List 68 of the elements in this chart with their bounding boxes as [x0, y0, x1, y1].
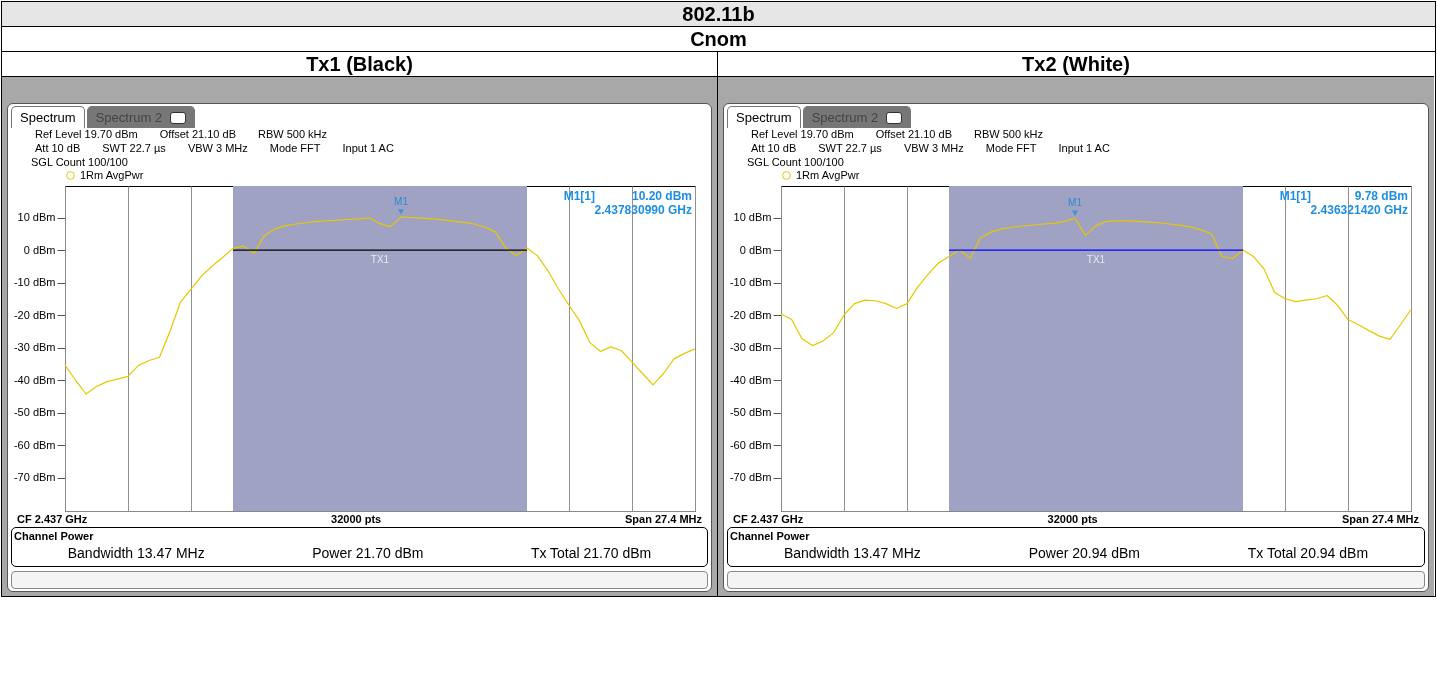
text: SGL Count 100/100 [31, 156, 128, 170]
text: Spectrum [20, 110, 76, 125]
annotation: 9.78 dBm [1354, 189, 1408, 203]
text: Bandwidth 13.47 MHz [783, 545, 921, 561]
text: Input 1 AC [342, 142, 394, 156]
text: VBW 3 MHz [903, 142, 964, 156]
text: 802.11b [2, 2, 1435, 27]
annotation: TX1 [1086, 254, 1106, 266]
legend-label: 1Rm AvgPwr [80, 168, 144, 181]
text: Mode FFT [985, 142, 1037, 156]
text: Tx Total 21.70 dBm [530, 545, 652, 561]
text: RBW 500 kHz [973, 128, 1044, 142]
annotation: 10.20 dBm [631, 189, 692, 203]
y-tick-label: -20 dBm [729, 308, 772, 321]
chart-title: Tx2 (White) [718, 52, 1434, 77]
text: 32000 pts [331, 513, 382, 525]
y-tick-label: 10 dBm [733, 211, 772, 224]
annotation: 2.437830990 GHz [594, 203, 692, 217]
annotation: M1[1] [1279, 189, 1311, 203]
chart-title: Tx1 (Black) [2, 52, 717, 77]
text: VBW 3 MHz [187, 142, 248, 156]
legend-label: 1Rm AvgPwr [796, 168, 860, 181]
text: Span 27.4 MHz [624, 513, 702, 525]
y-tick-label: -70 dBm [13, 471, 56, 484]
text: Power 20.94 dBm [1028, 545, 1140, 561]
text: Channel Power [730, 530, 811, 542]
y-tick-label: 0 dBm [23, 243, 56, 256]
text: Span 27.4 MHz [1341, 513, 1419, 525]
text: Ref Level 19.70 dBm [35, 128, 138, 142]
text: SWT 22.7 µs [102, 142, 166, 156]
text: CF 2.437 GHz [733, 513, 804, 525]
annotation: 2.436321420 GHz [1310, 203, 1408, 217]
text: Att 10 dB [751, 142, 797, 156]
annotation: M1 [1068, 197, 1083, 209]
text: Channel Power [14, 530, 95, 542]
y-tick-label: -20 dBm [13, 308, 56, 321]
text: Mode FFT [269, 142, 321, 156]
text: Offset 21.10 dB [875, 128, 952, 142]
y-tick-label: 10 dBm [17, 211, 56, 224]
text: CF 2.437 GHz [17, 513, 88, 525]
y-tick-label: -70 dBm [729, 471, 772, 484]
text: Tx Total 20.94 dBm [1247, 545, 1369, 561]
text: 32000 pts [1047, 513, 1098, 525]
annotation: TX1 [370, 254, 390, 266]
y-tick-label: -10 dBm [13, 276, 56, 289]
text: RBW 500 kHz [257, 128, 328, 142]
text: Spectrum [736, 110, 792, 125]
y-tick-label: -50 dBm [13, 406, 56, 419]
text: SGL Count 100/100 [747, 156, 844, 170]
text: Offset 21.10 dB [159, 128, 236, 142]
text: Att 10 dB [35, 142, 81, 156]
text: Input 1 AC [1058, 142, 1110, 156]
text: Bandwidth 13.47 MHz [67, 545, 205, 561]
text: SWT 22.7 µs [818, 142, 882, 156]
y-tick-label: 0 dBm [739, 243, 772, 256]
y-tick-label: -60 dBm [13, 438, 56, 451]
y-tick-label: -10 dBm [729, 276, 772, 289]
y-tick-label: -50 dBm [729, 406, 772, 419]
text: Power 21.70 dBm [312, 545, 424, 561]
annotation: M1 [394, 195, 409, 207]
text: Cnom [2, 27, 1435, 52]
y-tick-label: -30 dBm [729, 341, 772, 354]
y-tick-label: -40 dBm [729, 373, 772, 386]
y-tick-label: -30 dBm [13, 341, 56, 354]
text: Ref Level 19.70 dBm [751, 128, 854, 142]
y-tick-label: -60 dBm [729, 438, 772, 451]
annotation: M1[1] [563, 189, 595, 203]
y-tick-label: -40 dBm [13, 373, 56, 386]
